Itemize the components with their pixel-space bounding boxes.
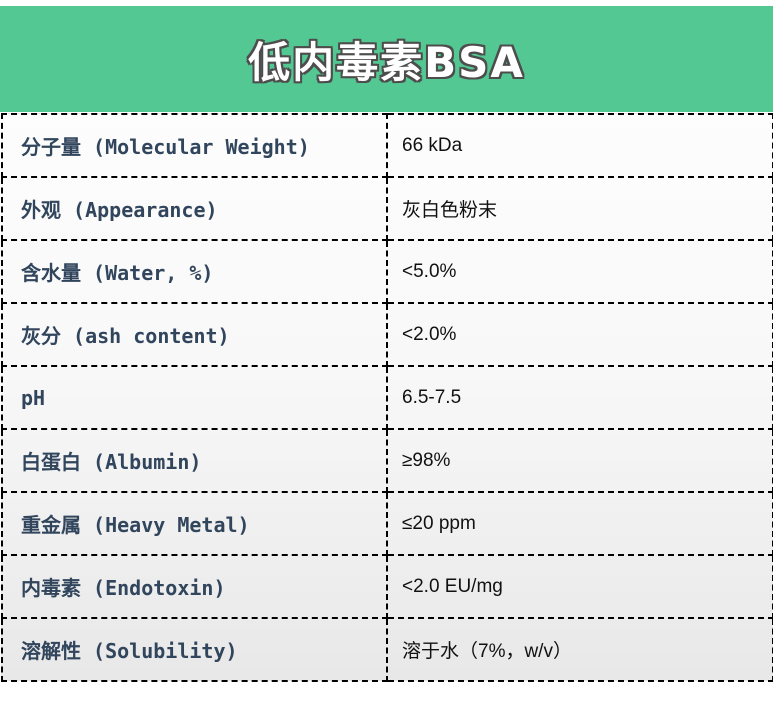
spec-value: <5.0% bbox=[386, 239, 773, 304]
spec-label: 白蛋白 (Albumin) bbox=[1, 428, 388, 493]
spec-label: 含水量 (Water, %) bbox=[1, 239, 388, 304]
spec-value: <2.0% bbox=[386, 302, 773, 367]
table-row: 重金属 (Heavy Metal) ≤20 ppm bbox=[1, 491, 773, 556]
spec-value: 6.5-7.5 bbox=[386, 365, 773, 430]
title-banner: 低内毒素BSA bbox=[0, 6, 773, 112]
table-row: 含水量 (Water, %) <5.0% bbox=[1, 239, 773, 304]
spec-table: 分子量 (Molecular Weight) 66 kDa 外观 (Appear… bbox=[1, 113, 773, 682]
spec-label: 外观 (Appearance) bbox=[1, 176, 388, 241]
spec-value: 灰白色粉末 bbox=[386, 176, 773, 241]
spec-label: pH bbox=[1, 365, 388, 430]
spec-label: 分子量 (Molecular Weight) bbox=[1, 113, 388, 178]
spec-value: ≤20 ppm bbox=[386, 491, 773, 556]
spec-value: ≥98% bbox=[386, 428, 773, 493]
table-row: 内毒素 (Endotoxin) <2.0 EU/mg bbox=[1, 554, 773, 619]
spec-label: 内毒素 (Endotoxin) bbox=[1, 554, 388, 619]
spec-label: 重金属 (Heavy Metal) bbox=[1, 491, 388, 556]
spec-value: 溶于水（7%，w/v） bbox=[386, 617, 773, 682]
spec-value: 66 kDa bbox=[386, 113, 773, 178]
table-row: 白蛋白 (Albumin) ≥98% bbox=[1, 428, 773, 493]
table-row: pH 6.5-7.5 bbox=[1, 365, 773, 430]
table-row: 外观 (Appearance) 灰白色粉末 bbox=[1, 176, 773, 241]
spec-value: <2.0 EU/mg bbox=[386, 554, 773, 619]
table-row: 灰分 (ash content) <2.0% bbox=[1, 302, 773, 367]
spec-label: 灰分 (ash content) bbox=[1, 302, 388, 367]
page-title: 低内毒素BSA bbox=[248, 37, 525, 87]
table-row: 分子量 (Molecular Weight) 66 kDa bbox=[1, 113, 773, 178]
spec-label: 溶解性 (Solubility) bbox=[1, 617, 388, 682]
table-row: 溶解性 (Solubility) 溶于水（7%，w/v） bbox=[1, 617, 773, 682]
